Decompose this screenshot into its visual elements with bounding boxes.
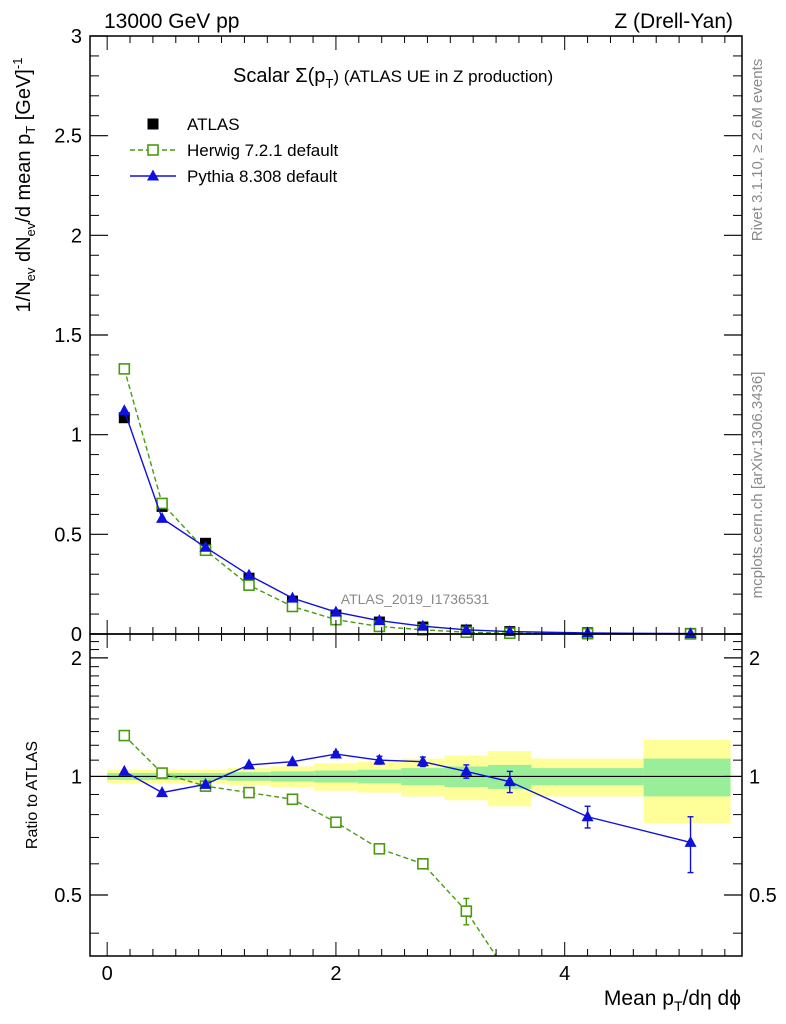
pythia-main-point [684,627,697,639]
ratio-y-tick-label: 0.5 [54,885,82,907]
herwig-ratio-point [417,858,429,870]
herwig-ratio-point [156,767,168,779]
herwig-ratio-line [123,735,497,957]
pythia-ratio-point [242,758,255,770]
pythia-ratio-line [123,753,691,844]
pythia-main-point [156,511,169,523]
y-tick-label: 3 [71,26,82,48]
plot-title-prefix: Scalar Σ(p [233,65,325,87]
ratio-y-tick-label: 1 [71,766,82,788]
pythia-main-point [118,404,131,416]
ratio-y-tick-label-right: 2 [749,648,760,670]
header-left: 13000 GeV pp [104,10,239,33]
legend-herwig-marker [147,144,159,156]
pythia-main-point [416,619,429,631]
herwig-main-point [243,579,255,591]
pythia-ratio-point [286,755,299,767]
herwig-ratio-point [243,786,255,799]
ratio-y-axis-label: Ratio to ATLAS [24,741,41,849]
plot-title-suffix: ) (ATLAS UE in Z production) [333,67,553,86]
plot-title-subscript: T [325,76,333,91]
ratio-y-tick-label-right: 1 [749,766,760,788]
x-tick-label: 2 [330,963,341,985]
herwig-ratio-point [118,729,131,742]
pythia-main-point [286,591,299,603]
x-tick-label: 0 [102,963,113,985]
pythia-ratio-point [156,786,169,798]
pythia-main-line [123,410,691,635]
plot-title: Scalar Σ(pT) (ATLAS UE in Z production) [233,65,553,91]
x-axis-label: Mean pT/dη dϕ [604,987,741,1014]
y-tick-label: 0 [71,624,82,646]
ratio-band-inner [643,758,731,797]
pythia-main-point [460,623,473,635]
pythia-main-point [199,540,212,552]
y-tick-label: 2 [71,225,82,247]
y-axis-label: 1/Nev dNev/d mean pT [GeV]-1 [10,58,38,313]
pythia-main-point [242,568,255,580]
pythia-ratio-point [329,747,342,759]
pythia-ratio-point [199,777,212,789]
y-tick-label: 0.5 [54,524,82,546]
legend-atlas-marker [147,118,159,130]
pythia-ratio-point [416,755,429,767]
legend-label: Herwig 7.2.1 default [187,141,338,160]
x-tick-label: 4 [559,963,570,985]
herwig-ratio-point [460,905,473,917]
legend-label: Pythia 8.308 default [187,167,338,186]
header-right: Z (Drell-Yan) [614,10,733,33]
y-tick-label: 1 [71,425,82,447]
ratio-y-tick-label: 2 [71,648,82,670]
pythia-ratio-point [503,775,516,787]
herwig-main-point [118,363,131,375]
legend-label: ATLAS [187,115,240,134]
atlas-main-point [118,412,130,424]
pythia-ratio-point [684,835,697,847]
mcplots-label: mcplots.cern.ch [arXiv:1306.3436] [749,372,766,599]
legend-pythia-marker [147,169,159,181]
pythia-main-point [329,605,342,617]
herwig-ratio-point [373,843,386,855]
pythia-ratio-point [460,764,473,776]
pythia-main-point [373,614,386,626]
ratio-y-tick-label-right: 0.5 [749,885,777,907]
analysis-label: ATLAS_2019_I1736531 [341,591,490,607]
y-tick-label: 1.5 [54,325,82,347]
rivet-version-label: Rivet 3.1.10, ≥ 2.6M events [749,59,766,242]
legend: ATLAS Herwig 7.2.1 default Pythia 8.308 de… [130,115,338,186]
pythia-ratio-point [581,810,594,822]
herwig-ratio-point [330,816,342,829]
herwig-main-point [286,600,299,613]
ratio-panel-frame [89,633,743,957]
y-tick-label: 2.5 [54,126,82,148]
pythia-ratio-point [373,753,386,765]
herwig-ratio-point [286,793,299,806]
pythia-ratio-point [118,764,131,776]
